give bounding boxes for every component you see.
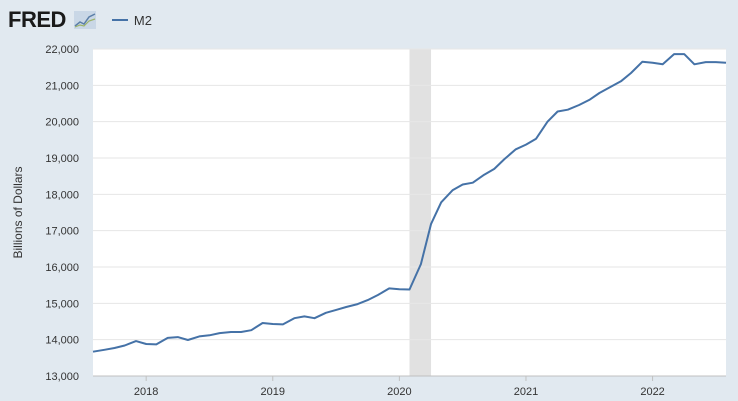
fred-logo[interactable]: FRED [8,7,66,32]
y-tick-label: 13,000 [45,371,79,383]
series-line-m2 [92,53,727,353]
legend-swatch [111,19,128,21]
chart-header: FRED M2 [8,6,152,34]
y-tick-label: 17,000 [45,226,79,238]
y-tick-label: 14,000 [45,335,79,347]
y-axis-label: Billions of Dollars [11,166,25,258]
recession-shading [409,49,432,376]
x-tick-label: 2022 [640,386,664,398]
x-tick-label: 2021 [514,386,538,398]
x-tick-label: 2019 [261,386,285,398]
y-tick-label: 22,000 [45,44,79,56]
y-tick-label: 20,000 [45,117,79,129]
y-tick-label: 18,000 [45,189,79,201]
chart-line-icon [73,11,96,29]
y-tick-label: 21,000 [45,80,79,92]
y-tick-label: 19,000 [45,153,79,165]
legend-label-m2: M2 [133,12,152,28]
y-tick-label: 16,000 [45,262,79,274]
x-tick-label: 2018 [134,386,158,398]
x-tick-label: 2020 [387,386,411,398]
y-tick-label: 15,000 [45,298,79,310]
chart-legend: M2 [111,12,152,28]
